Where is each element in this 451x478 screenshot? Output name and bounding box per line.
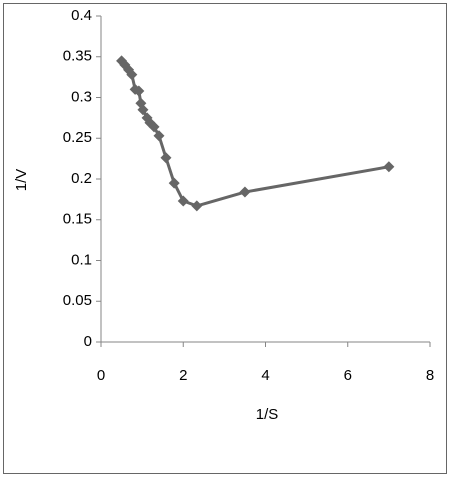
data-point bbox=[239, 186, 251, 198]
x-tick-label: 6 bbox=[344, 367, 352, 384]
chart-border bbox=[3, 3, 447, 474]
data-point bbox=[153, 130, 165, 142]
data-point bbox=[133, 85, 145, 97]
data-point bbox=[191, 200, 203, 212]
y-axis-label: 1/V bbox=[13, 169, 30, 192]
data-point bbox=[160, 152, 172, 164]
data-point bbox=[168, 177, 180, 189]
y-tick-label: 0.15 bbox=[63, 211, 92, 228]
y-tick-label: 0.4 bbox=[71, 7, 92, 24]
x-tick-label: 0 bbox=[97, 367, 105, 384]
x-tick-label: 8 bbox=[426, 367, 434, 384]
y-tick-label: 0.3 bbox=[71, 88, 92, 105]
data-point bbox=[177, 195, 189, 207]
x-tick-label: 2 bbox=[179, 367, 187, 384]
y-tick-label: 0.2 bbox=[71, 170, 92, 187]
y-tick-label: 0.25 bbox=[63, 129, 92, 146]
y-tick-label: 0.05 bbox=[63, 292, 92, 309]
x-axis-label: 1/S bbox=[256, 406, 279, 423]
data-point bbox=[148, 121, 160, 133]
data-point bbox=[126, 69, 138, 81]
data-point bbox=[383, 161, 395, 173]
x-tick-label: 4 bbox=[261, 367, 269, 384]
y-tick-label: 0.1 bbox=[71, 251, 92, 268]
data-point bbox=[137, 104, 149, 116]
y-tick-label: 0 bbox=[84, 333, 92, 350]
y-tick-label: 0.35 bbox=[63, 48, 92, 65]
